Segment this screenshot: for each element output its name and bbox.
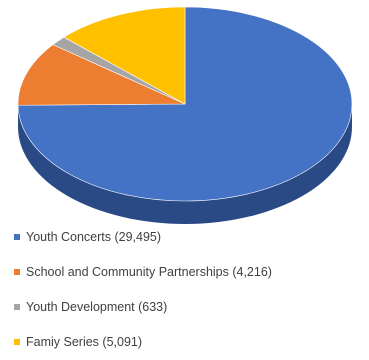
pie-chart xyxy=(17,6,353,225)
pie-slice-school-and-community-partnerships xyxy=(17,44,186,106)
legend-swatch xyxy=(14,338,20,345)
legend-item-youth-concerts: Youth Concerts (29,495) xyxy=(14,229,272,244)
legend-label: Famiy Series (5,091) xyxy=(26,334,143,349)
legend-swatch xyxy=(14,303,20,310)
legend-label: Youth Concerts (29,495) xyxy=(26,229,162,244)
legend-item-family-series: Famiy Series (5,091) xyxy=(14,334,272,349)
legend-item-school-community: School and Community Partnerships (4,216… xyxy=(14,264,272,279)
legend-label: School and Community Partnerships (4,216… xyxy=(26,264,272,279)
pie-side-youth-concerts xyxy=(18,104,352,225)
legend: Youth Concerts (29,495) School and Commu… xyxy=(14,229,272,360)
legend-swatch xyxy=(14,233,20,240)
legend-swatch xyxy=(14,268,20,275)
pie-slice-youth-concerts xyxy=(17,6,353,202)
legend-label: Youth Development (633) xyxy=(26,299,168,314)
pie-slice-famiy-series xyxy=(63,6,186,105)
legend-item-youth-development: Youth Development (633) xyxy=(14,299,272,314)
